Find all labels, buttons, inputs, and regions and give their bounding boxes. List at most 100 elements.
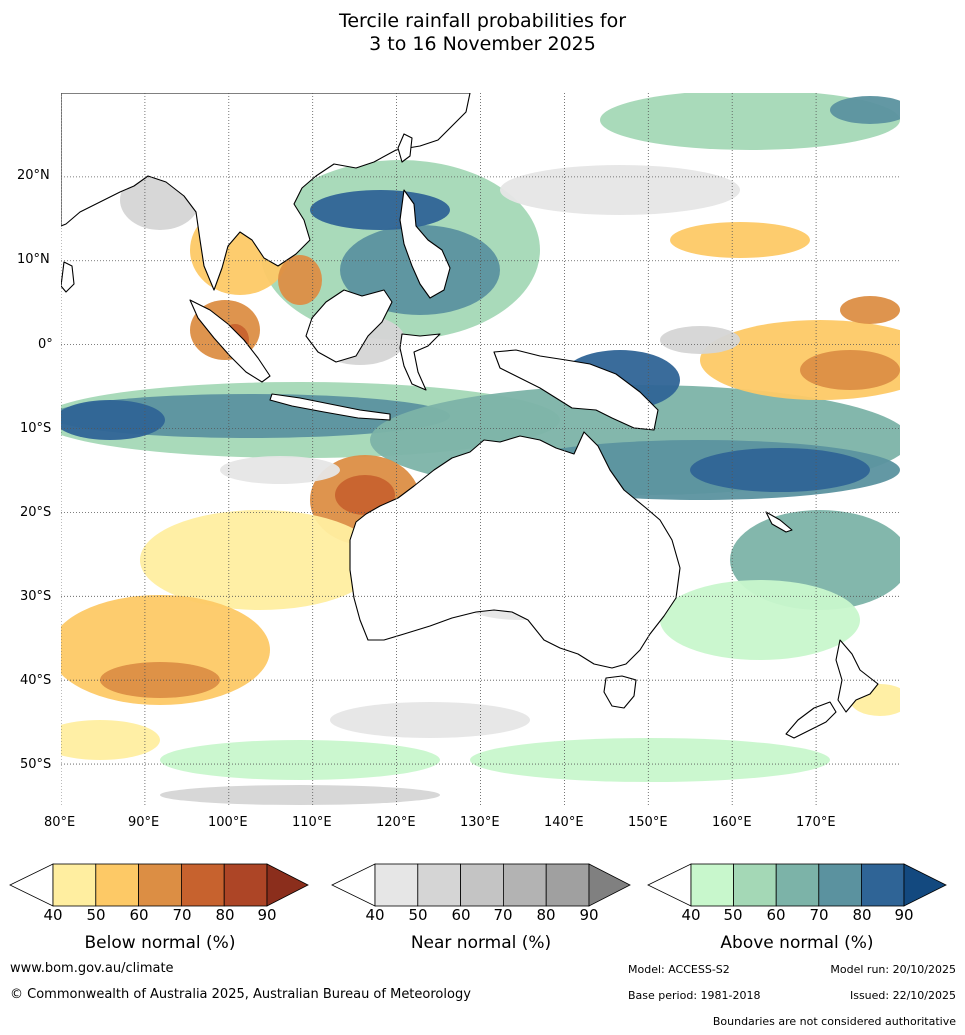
lat-label-10s: 10°S xyxy=(20,421,52,436)
lat-label-0: 0° xyxy=(38,337,53,352)
above-tick-90: 90 xyxy=(894,906,914,924)
above-color-segment xyxy=(690,863,734,907)
probability-region xyxy=(61,400,165,440)
probability-region xyxy=(61,720,160,760)
probability-region xyxy=(335,475,395,515)
near-tick-90: 90 xyxy=(579,906,599,924)
probability-region xyxy=(660,326,740,354)
near-color-segment xyxy=(545,863,590,907)
probability-region xyxy=(500,165,740,215)
below-tick-80: 80 xyxy=(215,906,235,924)
below-tick-90: 90 xyxy=(257,906,277,924)
near-color-segment xyxy=(460,863,504,907)
lat-label-50s: 50°S xyxy=(20,757,52,772)
above-tick-80: 80 xyxy=(852,906,872,924)
java xyxy=(269,393,391,421)
probability-region xyxy=(278,255,322,305)
australia-landmass xyxy=(349,431,681,669)
near-normal-title: Near normal (%) xyxy=(410,933,552,953)
below-normal-title: Below normal (%) xyxy=(84,933,236,953)
probability-region xyxy=(670,222,810,258)
above-color-segment xyxy=(818,863,862,907)
above-tick-40: 40 xyxy=(681,906,701,924)
lon-label-120e: 120°E xyxy=(376,815,416,830)
near-upper-extend xyxy=(588,863,631,907)
below-upper-extend xyxy=(266,863,309,907)
model-run-date: Model run: 20/10/2025 xyxy=(830,963,956,976)
boundaries-disclaimer: Boundaries are not considered authoritat… xyxy=(712,1015,956,1028)
probability-region xyxy=(840,296,900,324)
near-tick-70: 70 xyxy=(493,906,513,924)
probability-region xyxy=(140,510,380,610)
lon-label-160e: 160°E xyxy=(712,815,752,830)
near-tick-50: 50 xyxy=(408,906,428,924)
above-tick-50: 50 xyxy=(723,906,743,924)
lat-label-10n: 10°N xyxy=(17,252,50,267)
lat-label-40s: 40°S xyxy=(20,673,52,688)
model-name: Model: ACCESS-S2 xyxy=(628,963,730,976)
below-normal-colorbar xyxy=(9,863,309,907)
taiwan xyxy=(397,133,413,163)
below-color-segment xyxy=(223,863,268,907)
near-tick-80: 80 xyxy=(536,906,556,924)
above-color-segment xyxy=(861,863,905,907)
above-color-segment xyxy=(775,863,820,907)
probability-region xyxy=(160,740,440,780)
map-title: Tercile rainfall probabilities for 3 to … xyxy=(0,10,965,56)
near-tick-40: 40 xyxy=(365,906,385,924)
probability-region xyxy=(310,190,450,230)
above-normal-colorbar xyxy=(647,863,947,907)
probability-region xyxy=(330,702,530,738)
lat-label-30s: 30°S xyxy=(20,589,52,604)
below-lower-extend xyxy=(9,863,54,907)
probability-region xyxy=(160,785,440,805)
below-tick-70: 70 xyxy=(172,906,192,924)
above-tick-60: 60 xyxy=(766,906,786,924)
new-zealand-south xyxy=(785,701,837,739)
above-lower-extend xyxy=(647,863,692,907)
borneo xyxy=(305,289,393,363)
website-link[interactable]: www.bom.gov.au/climate xyxy=(10,961,174,976)
philippines xyxy=(399,189,451,299)
lon-label-130e: 130°E xyxy=(460,815,500,830)
new-guinea xyxy=(493,349,659,431)
below-color-segment xyxy=(95,863,140,907)
asia-mainland xyxy=(61,93,471,291)
probability-region xyxy=(660,580,860,660)
below-tick-60: 60 xyxy=(129,906,149,924)
issued-date: Issued: 22/10/2025 xyxy=(849,989,956,1002)
near-color-segment xyxy=(502,863,547,907)
lon-label-170e: 170°E xyxy=(796,815,836,830)
above-color-segment xyxy=(733,863,777,907)
title-line-2: 3 to 16 November 2025 xyxy=(369,33,596,55)
below-tick-50: 50 xyxy=(86,906,106,924)
probability-region xyxy=(220,456,340,484)
near-color-segment xyxy=(417,863,461,907)
probability-region xyxy=(830,96,900,124)
lon-label-150e: 150°E xyxy=(628,815,668,830)
above-normal-title: Above normal (%) xyxy=(720,933,874,953)
below-color-segment xyxy=(180,863,225,907)
lon-label-90e: 90°E xyxy=(128,815,160,830)
lat-label-20s: 20°S xyxy=(20,505,52,520)
sri-lanka xyxy=(61,261,75,293)
below-tick-40: 40 xyxy=(43,906,63,924)
near-normal-colorbar xyxy=(331,863,631,907)
near-lower-extend xyxy=(331,863,376,907)
probability-region xyxy=(690,448,870,492)
below-color-segment xyxy=(52,863,97,907)
near-color-segment xyxy=(374,863,419,907)
title-line-1: Tercile rainfall probabilities for xyxy=(338,10,627,32)
probability-region xyxy=(800,350,900,390)
above-upper-extend xyxy=(903,863,947,907)
sulawesi xyxy=(399,333,441,391)
lon-label-100e: 100°E xyxy=(208,815,248,830)
new-zealand-north xyxy=(835,639,879,713)
new-caledonia xyxy=(765,511,793,533)
above-tick-70: 70 xyxy=(809,906,829,924)
below-color-segment xyxy=(138,863,182,907)
lon-label-110e: 110°E xyxy=(292,815,332,830)
lat-label-20n: 20°N xyxy=(17,168,50,183)
probability-region xyxy=(600,93,900,150)
